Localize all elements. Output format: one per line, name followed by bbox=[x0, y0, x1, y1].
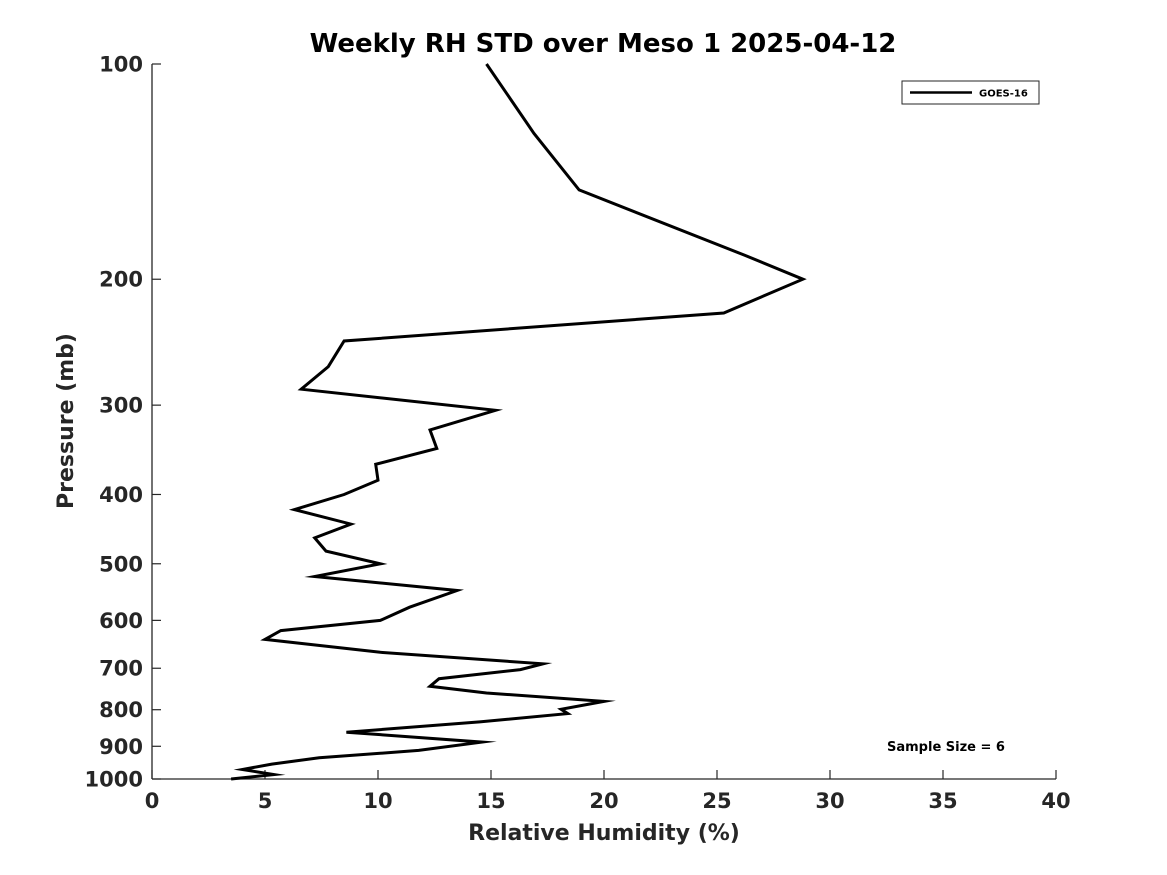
x-tick-label: 30 bbox=[815, 789, 844, 813]
legend-label-goes16: GOES-16 bbox=[979, 89, 1028, 100]
chart-title: Weekly RH STD over Meso 1 2025-04-12 bbox=[310, 29, 897, 59]
x-tick-label: 40 bbox=[1041, 789, 1070, 813]
x-tick-label: 5 bbox=[258, 789, 273, 813]
y-tick-label: 100 bbox=[99, 53, 143, 77]
x-axis-label: Relative Humidity (%) bbox=[468, 821, 740, 846]
axes bbox=[151, 64, 1056, 780]
y-tick-label: 700 bbox=[99, 657, 143, 681]
y-tick-label: 800 bbox=[99, 698, 143, 722]
x-tick-label: 25 bbox=[702, 789, 731, 813]
x-tick-label: 10 bbox=[363, 789, 392, 813]
y-tick-label: 300 bbox=[99, 394, 143, 418]
x-tick-label: 0 bbox=[145, 789, 160, 813]
series-line-goes-16 bbox=[230, 63, 807, 781]
y-tick-label: 900 bbox=[99, 735, 143, 759]
x-tick-label: 35 bbox=[928, 789, 957, 813]
y-axis-label: Pressure (mb) bbox=[54, 333, 79, 509]
y-tick-label: 500 bbox=[99, 552, 143, 576]
x-tick-label: 15 bbox=[476, 789, 505, 813]
series-group bbox=[230, 63, 807, 781]
y-tick-label: 400 bbox=[99, 483, 143, 507]
y-ticks: 100 200 300 400 500 600 700 800 900 1000 bbox=[85, 53, 161, 792]
y-tick-label: 200 bbox=[99, 268, 143, 292]
y-tick-label: 1000 bbox=[85, 768, 143, 792]
legend: GOES-16 bbox=[901, 80, 1040, 105]
x-ticks: 0 5 10 15 20 25 30 35 40 bbox=[145, 770, 1071, 813]
x-tick-label: 20 bbox=[589, 789, 618, 813]
sample-size-annotation: Sample Size = 6 bbox=[887, 740, 1005, 755]
y-tick-label: 600 bbox=[99, 609, 143, 633]
